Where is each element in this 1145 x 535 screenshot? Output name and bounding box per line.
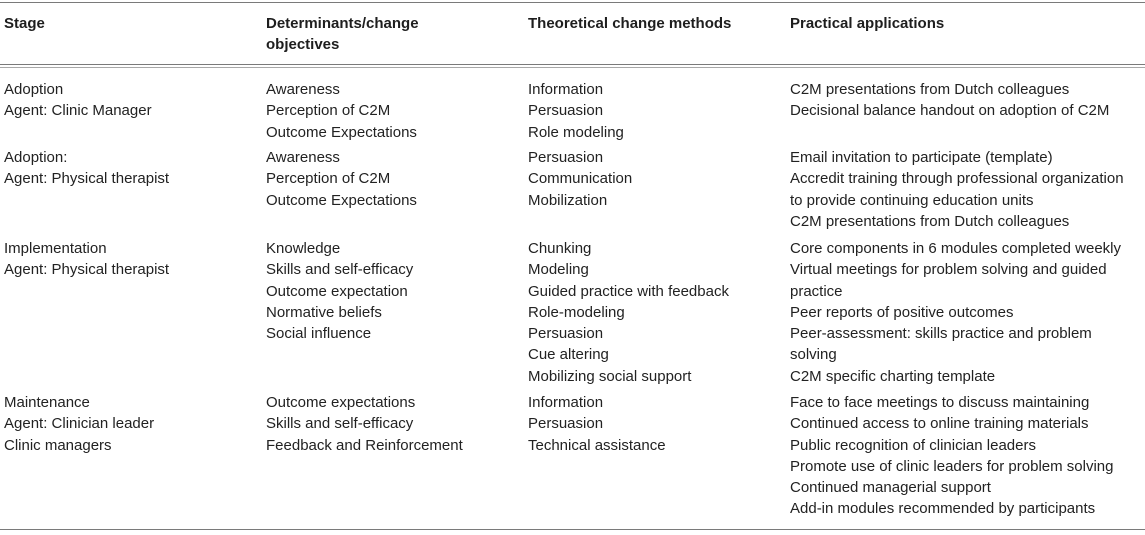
cell-line: Persuasion <box>528 102 604 120</box>
cell-line: Promote use of clinic leaders for proble… <box>790 457 1114 475</box>
header-rule-secondary <box>0 67 1145 68</box>
cell-line: Adoption <box>4 81 64 98</box>
cell-line: practice <box>790 282 843 300</box>
cell-line: Persuasion <box>528 325 604 343</box>
cell-line: Clinic managers <box>4 436 112 454</box>
header-line: Determinants/change <box>266 15 419 32</box>
cell-methods: Information Persuasion Role modeling <box>528 79 778 143</box>
cell-line: Face to face meetings to discuss maintai… <box>790 394 1090 411</box>
cell-line: Agent: Clinic Manager <box>4 102 152 120</box>
cell-line: Skills and self-efficacy <box>266 415 414 433</box>
cell-applications: Face to face meetings to discuss maintai… <box>790 392 1142 520</box>
cell-line: Persuasion <box>528 415 604 433</box>
cell-applications: C2M presentations from Dutch colleagues D… <box>790 79 1142 122</box>
cell-line: Decisional balance handout on adoption o… <box>790 102 1110 120</box>
cell-line: Outcome Expectations <box>266 191 417 209</box>
header-applications: Practical applications <box>790 13 1142 34</box>
cell-line: Implementation <box>4 240 107 257</box>
cell-determinants: Outcome expectations Skills and self-effi… <box>266 392 516 456</box>
cell-line: Agent: Physical therapist <box>4 261 170 279</box>
cell-line: Persuasion <box>528 149 604 166</box>
cell-line: Technical assistance <box>528 436 666 454</box>
cell-line: Modeling <box>528 261 589 279</box>
cell-methods: Chunking Modeling Guided practice with fee… <box>528 238 778 387</box>
cell-applications: Email invitation to participate (templat… <box>790 147 1142 232</box>
cell-line: Continued managerial support <box>790 479 991 497</box>
cell-line: Adoption: <box>4 149 68 166</box>
cell-line: Outcome Expectations <box>266 123 417 141</box>
header-rule <box>0 64 1145 65</box>
cell-line: Outcome expectation <box>266 282 408 300</box>
header-determinants: Determinants/change objectives <box>266 13 516 55</box>
header-stage: Stage <box>4 13 254 34</box>
cell-line: Knowledge <box>266 240 341 257</box>
cell-line: Continued access to online training mate… <box>790 415 1089 433</box>
cell-line: Role modeling <box>528 123 624 141</box>
cell-line: Perception of C2M <box>266 170 391 188</box>
cell-line: C2M presentations from Dutch colleagues <box>790 212 1070 230</box>
header-line: objectives <box>266 36 340 53</box>
cell-line: Agent: Clinician leader <box>4 415 155 433</box>
cell-line: C2M presentations from Dutch colleagues <box>790 81 1070 98</box>
cell-line: Core components in 6 modules completed w… <box>790 240 1122 257</box>
cell-stage: Maintenance Agent: Clinician leader Clinic… <box>4 392 254 456</box>
cell-stage: Adoption: Agent: Physical therapist <box>4 147 254 190</box>
cell-applications: Core components in 6 modules completed w… <box>790 238 1142 387</box>
cell-line: Social influence <box>266 325 372 343</box>
cell-line: Normative beliefs <box>266 303 382 321</box>
cell-line: Feedback and Reinforcement <box>266 436 463 454</box>
cell-line: Skills and self-efficacy <box>266 261 414 279</box>
cell-determinants: Knowledge Skills and self-efficacy Outcome… <box>266 238 516 344</box>
cell-line: Agent: Physical therapist <box>4 170 170 188</box>
cell-line: Information <box>528 394 604 411</box>
cell-line: Add-in modules recommended by participan… <box>790 500 1096 518</box>
cell-line: Accredit training through professional o… <box>790 170 1124 188</box>
cell-line: Chunking <box>528 240 592 257</box>
cell-line: Awareness <box>266 81 340 98</box>
cell-determinants: Awareness Perception of C2M Outcome Expect… <box>266 79 516 143</box>
cell-line: to provide continuing education units <box>790 191 1034 209</box>
cell-line: Communication <box>528 170 633 188</box>
table-top-rule <box>0 2 1145 3</box>
cell-line: Guided practice with feedback <box>528 282 729 300</box>
cell-stage: Implementation Agent: Physical therapist <box>4 238 254 281</box>
cell-line: Peer reports of positive outcomes <box>790 303 1014 321</box>
cell-line: Virtual meetings for problem solving and… <box>790 261 1107 279</box>
cell-line: Cue altering <box>528 346 609 364</box>
cell-line: Awareness <box>266 149 340 166</box>
cell-line: Peer-assessment: skills practice and pro… <box>790 325 1092 343</box>
cell-line: Role-modeling <box>528 303 625 321</box>
cell-line: Outcome expectations <box>266 394 416 411</box>
cell-line: Public recognition of clinician leaders <box>790 436 1036 454</box>
cell-determinants: Awareness Perception of C2M Outcome Expect… <box>266 147 516 211</box>
cell-line: Perception of C2M <box>266 102 391 120</box>
cell-line: solving <box>790 346 837 364</box>
cell-line: Information <box>528 81 604 98</box>
cell-methods: Information Persuasion Technical assistanc… <box>528 392 778 456</box>
cell-stage: Adoption Agent: Clinic Manager <box>4 79 254 122</box>
cell-line: Email invitation to participate (templat… <box>790 149 1053 166</box>
header-line: Theoretical change methods <box>528 15 732 32</box>
table-header: Stage Determinants/change objectives The… <box>0 13 1145 61</box>
cell-line: C2M specific charting template <box>790 367 996 385</box>
header-line: Practical applications <box>790 15 945 32</box>
table-bottom-rule <box>0 529 1145 530</box>
cell-line: Maintenance <box>4 394 90 411</box>
cell-line: Mobilizing social support <box>528 367 692 385</box>
header-methods: Theoretical change methods <box>528 13 778 34</box>
header-line: Stage <box>4 15 45 32</box>
cell-methods: Persuasion Communication Mobilization <box>528 147 778 211</box>
cell-line: Mobilization <box>528 191 608 209</box>
